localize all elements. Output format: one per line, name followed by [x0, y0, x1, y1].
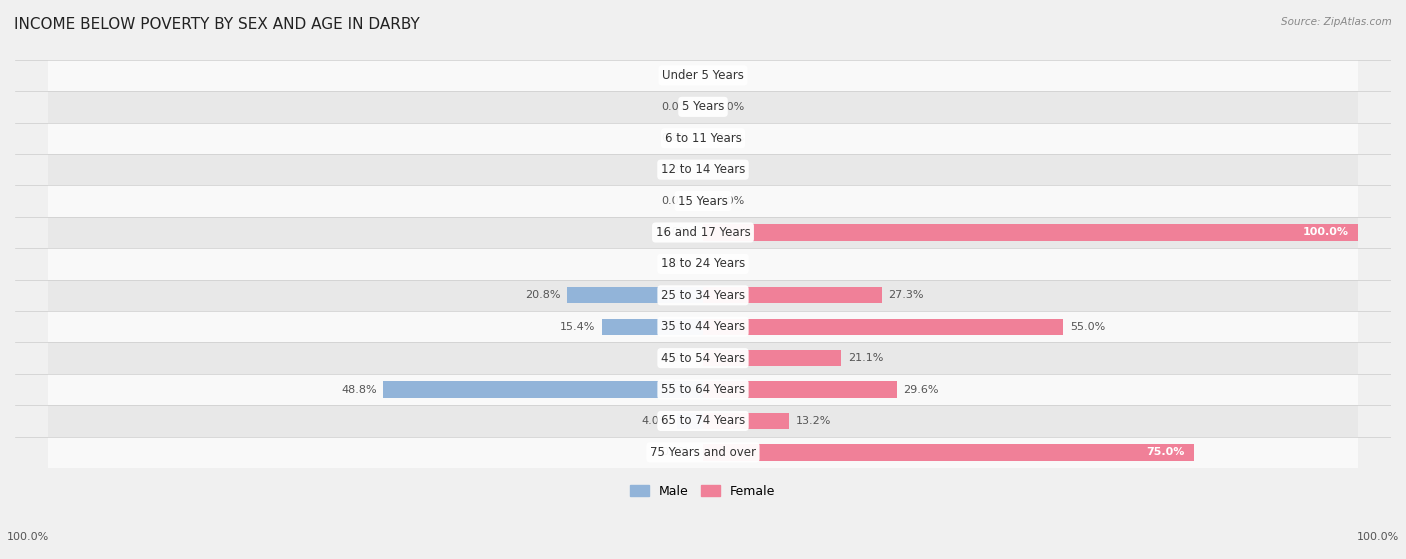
Text: 13.2%: 13.2%	[796, 416, 831, 426]
Bar	[48, 154, 1358, 186]
Text: 27.3%: 27.3%	[889, 290, 924, 300]
Text: 6 to 11 Years: 6 to 11 Years	[665, 132, 741, 145]
Text: 4.0%: 4.0%	[643, 416, 671, 426]
Text: 0.0%: 0.0%	[662, 196, 690, 206]
Text: 15 Years: 15 Years	[678, 195, 728, 207]
Bar	[48, 122, 1358, 154]
Bar	[48, 405, 1358, 437]
Text: 5 Years: 5 Years	[682, 100, 724, 113]
Text: 0.0%: 0.0%	[662, 353, 690, 363]
Text: 0.0%: 0.0%	[662, 133, 690, 143]
Text: 100.0%: 100.0%	[7, 532, 49, 542]
Text: 29.6%: 29.6%	[904, 385, 939, 395]
Text: 48.8%: 48.8%	[342, 385, 377, 395]
Text: 15.4%: 15.4%	[560, 322, 596, 331]
Text: INCOME BELOW POVERTY BY SEX AND AGE IN DARBY: INCOME BELOW POVERTY BY SEX AND AGE IN D…	[14, 17, 420, 32]
Bar	[703, 413, 790, 429]
Bar	[48, 248, 1358, 280]
Text: 75 Years and over: 75 Years and over	[650, 446, 756, 459]
Text: 65 to 74 Years: 65 to 74 Years	[661, 414, 745, 428]
Bar	[703, 224, 1358, 241]
Text: 12 to 14 Years: 12 to 14 Years	[661, 163, 745, 176]
Text: 0.0%: 0.0%	[662, 259, 690, 269]
Text: 16 and 17 Years: 16 and 17 Years	[655, 226, 751, 239]
Bar	[384, 381, 703, 397]
Text: 0.0%: 0.0%	[716, 133, 744, 143]
Text: 45 to 54 Years: 45 to 54 Years	[661, 352, 745, 364]
Text: 25 to 34 Years: 25 to 34 Years	[661, 289, 745, 302]
Text: 0.0%: 0.0%	[716, 102, 744, 112]
Bar	[703, 319, 1063, 335]
Text: Source: ZipAtlas.com: Source: ZipAtlas.com	[1281, 17, 1392, 27]
Bar	[48, 374, 1358, 405]
Bar	[48, 91, 1358, 122]
Bar	[703, 287, 882, 304]
Text: 55.0%: 55.0%	[1070, 322, 1105, 331]
Text: Under 5 Years: Under 5 Years	[662, 69, 744, 82]
Text: 0.0%: 0.0%	[716, 165, 744, 174]
Bar	[48, 437, 1358, 468]
Text: 0.0%: 0.0%	[716, 196, 744, 206]
Text: 0.0%: 0.0%	[662, 70, 690, 80]
Text: 0.0%: 0.0%	[716, 70, 744, 80]
Text: 18 to 24 Years: 18 to 24 Years	[661, 257, 745, 271]
Bar	[48, 343, 1358, 374]
Bar	[676, 413, 703, 429]
Bar	[48, 60, 1358, 91]
Text: 21.1%: 21.1%	[848, 353, 883, 363]
Bar	[48, 217, 1358, 248]
Text: 20.8%: 20.8%	[524, 290, 560, 300]
Legend: Male, Female: Male, Female	[626, 480, 780, 503]
Text: 55 to 64 Years: 55 to 64 Years	[661, 383, 745, 396]
Bar	[48, 280, 1358, 311]
Text: 0.0%: 0.0%	[662, 228, 690, 238]
Text: 35 to 44 Years: 35 to 44 Years	[661, 320, 745, 333]
Text: 0.0%: 0.0%	[716, 259, 744, 269]
Bar	[48, 311, 1358, 343]
Text: 0.0%: 0.0%	[662, 165, 690, 174]
Bar	[703, 350, 841, 366]
Bar	[48, 186, 1358, 217]
Bar	[703, 381, 897, 397]
Text: 0.0%: 0.0%	[662, 447, 690, 457]
Text: 0.0%: 0.0%	[662, 102, 690, 112]
Text: 100.0%: 100.0%	[1302, 228, 1348, 238]
Text: 75.0%: 75.0%	[1146, 447, 1185, 457]
Bar	[602, 319, 703, 335]
Bar	[567, 287, 703, 304]
Bar	[703, 444, 1195, 461]
Text: 100.0%: 100.0%	[1357, 532, 1399, 542]
